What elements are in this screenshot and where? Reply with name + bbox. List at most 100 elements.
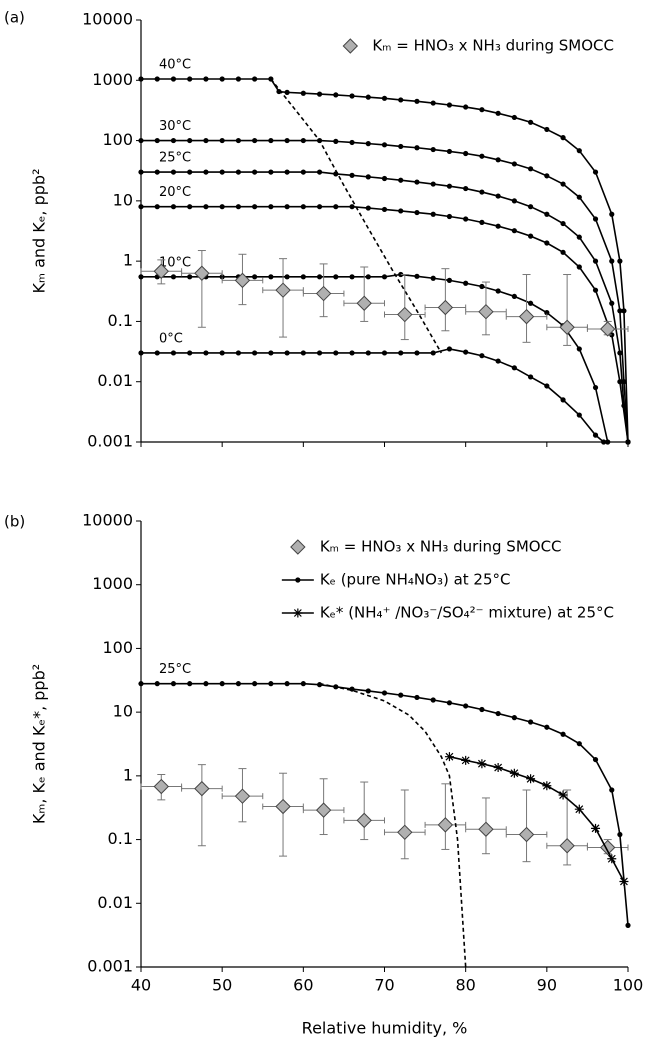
point	[316, 91, 323, 97]
point	[544, 126, 550, 133]
point	[544, 724, 550, 730]
point	[576, 234, 582, 240]
curve-label: 0°C	[159, 331, 183, 346]
point	[268, 274, 274, 280]
point	[187, 274, 193, 280]
legend-marker	[295, 577, 301, 583]
point	[252, 350, 258, 356]
point	[495, 110, 501, 116]
curve-label: 10°C	[159, 255, 191, 270]
point	[381, 690, 388, 696]
point	[316, 204, 323, 210]
point	[560, 731, 566, 737]
point	[170, 137, 177, 144]
point	[252, 169, 258, 175]
point	[154, 169, 160, 175]
point	[528, 719, 534, 725]
point	[381, 206, 388, 213]
point	[284, 137, 290, 144]
point	[300, 169, 306, 175]
point	[398, 177, 404, 183]
point	[300, 204, 306, 210]
point	[219, 274, 225, 280]
point	[446, 183, 453, 189]
point	[560, 249, 566, 255]
point	[617, 258, 623, 264]
point	[446, 277, 453, 283]
point	[252, 76, 258, 82]
diamond-marker	[153, 263, 169, 279]
point	[430, 350, 436, 356]
legend-label: Kₑ* (NH₄⁺ /NO₃⁻/SO₄²⁻ mixture) at 25°C	[320, 604, 614, 622]
point	[154, 204, 160, 210]
y-tick-label: 0.001	[87, 957, 133, 976]
point	[170, 681, 177, 687]
point	[609, 258, 615, 264]
point	[284, 169, 290, 175]
y-tick-label: 0.1	[108, 829, 133, 848]
point	[576, 412, 582, 418]
y-tick-label: 10000	[82, 10, 133, 29]
point	[154, 681, 160, 687]
point	[528, 119, 534, 125]
point	[268, 204, 274, 210]
point	[463, 349, 469, 355]
point	[398, 97, 404, 103]
point	[592, 287, 599, 293]
point	[446, 213, 453, 220]
curve-label: 30°C	[159, 119, 191, 134]
point	[333, 350, 339, 356]
point	[138, 350, 144, 356]
point	[495, 710, 501, 717]
point	[219, 137, 225, 144]
point	[463, 216, 469, 222]
legend-label: Kₘ = HNO₃ x NH₃ during SMOCC	[320, 538, 562, 556]
point	[349, 204, 355, 210]
point	[154, 137, 160, 144]
point	[446, 102, 453, 108]
y-tick-label: 0.001	[87, 432, 133, 451]
point	[398, 692, 404, 698]
point	[235, 681, 241, 687]
point	[365, 205, 371, 211]
curve	[141, 139, 629, 443]
point	[138, 137, 144, 144]
diamond-marker	[600, 839, 616, 856]
point	[528, 300, 534, 306]
point	[316, 274, 323, 280]
point	[576, 346, 582, 352]
point	[333, 92, 339, 98]
point	[463, 104, 469, 110]
point	[544, 383, 550, 389]
x-tick-label: 90	[537, 976, 557, 995]
star-marker	[542, 781, 552, 791]
point	[203, 681, 209, 687]
point	[430, 100, 436, 106]
point	[187, 350, 193, 356]
point	[528, 233, 534, 239]
point	[349, 172, 355, 178]
point	[511, 228, 517, 234]
point	[300, 137, 306, 144]
point	[511, 365, 517, 371]
point	[463, 150, 469, 157]
point	[154, 76, 160, 82]
point	[560, 220, 566, 227]
point	[333, 204, 339, 210]
y-tick-label: 10	[113, 702, 133, 721]
point	[414, 145, 420, 151]
point	[430, 697, 436, 703]
star-marker	[526, 774, 536, 784]
point	[479, 219, 485, 225]
point	[170, 204, 177, 210]
point	[170, 169, 177, 175]
point	[170, 350, 177, 356]
diamond-marker	[356, 812, 372, 829]
point	[203, 137, 209, 144]
diamond-marker	[234, 272, 251, 289]
point	[601, 439, 607, 445]
point	[446, 700, 453, 706]
point	[544, 310, 550, 316]
curve	[141, 78, 629, 443]
